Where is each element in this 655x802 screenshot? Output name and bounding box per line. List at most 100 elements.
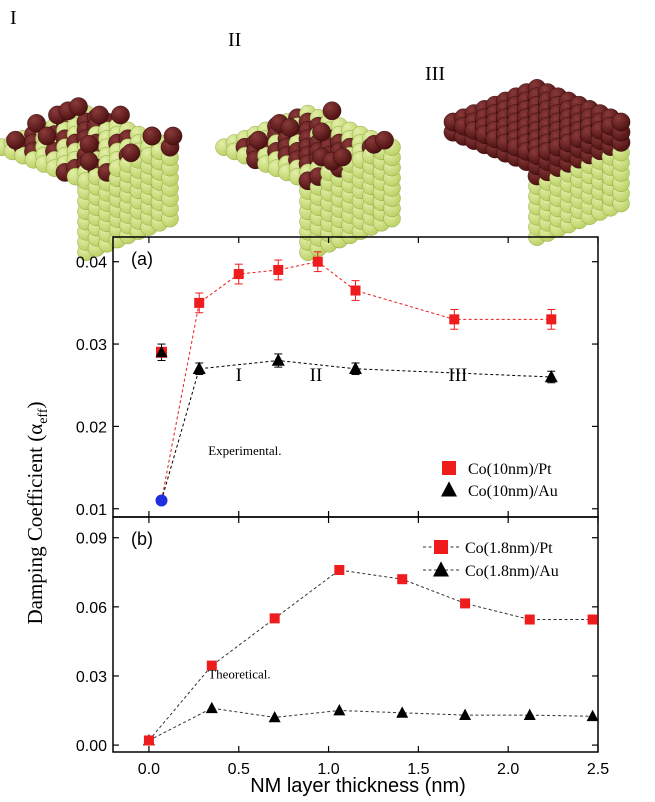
x-tick-label: 0.5 <box>228 761 250 778</box>
pt-marker <box>143 735 154 746</box>
panel-b-legend: Co(1.8nm)/Pt Co(1.8nm)/Au <box>423 540 559 580</box>
overlayer-atom <box>312 122 331 142</box>
panel-a-legend: Co(10nm)/Pt Co(10nm)/Au <box>441 461 558 500</box>
y-tick-label: 0.03 <box>76 669 107 686</box>
pt-marker <box>273 264 284 275</box>
au-marker <box>333 704 346 716</box>
overlayer-atom <box>79 135 99 154</box>
pt-marker <box>269 613 280 624</box>
pt-marker <box>460 598 471 609</box>
panel-a-annotation: Experimental. <box>208 443 281 458</box>
au-marker <box>586 709 599 722</box>
legend-label: Co(10nm)/Pt <box>468 461 552 478</box>
series-line <box>148 569 593 741</box>
au-marker-start <box>155 345 168 358</box>
cluster-illustration-i <box>0 97 183 261</box>
overlayer-atom <box>163 126 183 146</box>
pt-marker <box>233 269 244 280</box>
overlayer-atom <box>322 101 342 121</box>
region-label: II <box>310 365 323 386</box>
legend-label: Co(1.8nm)/Pt <box>465 540 553 557</box>
panel-b-frame <box>112 516 599 753</box>
overlayer-atom <box>375 130 394 150</box>
panel-a-region-labels: I II III <box>236 365 468 386</box>
pt-marker <box>334 564 345 575</box>
au-marker <box>349 361 362 375</box>
overlayer-atom <box>27 114 46 133</box>
reference-point <box>155 494 168 507</box>
panel-a-axis-ticks: 0.01 0.02 0.03 0.04 <box>76 237 599 519</box>
pt-marker <box>350 285 361 296</box>
panel-b-data-marks <box>142 564 599 746</box>
x-tick-label: 2.5 <box>587 761 609 778</box>
au-marker <box>459 708 472 720</box>
x-tick-label: 1.0 <box>317 761 339 778</box>
panel-a-experimental: 0.010.020.030.04 (a) Experimental. I II II… <box>76 236 599 519</box>
overlayer-atom <box>6 130 25 150</box>
overlayer-atom <box>142 126 162 146</box>
panel-b-theoretical: 0.00 0.03 0.06 0.09 0.0 0.5 1.0 1.5 2.0 2.5 (b) T… <box>76 516 609 778</box>
panel-b-annotation: Theoretical. <box>208 666 270 681</box>
cluster-label-ii: II <box>228 29 241 51</box>
overlayer-atom <box>121 143 141 163</box>
au-marker <box>523 708 536 720</box>
series-line <box>161 359 552 501</box>
cluster-label-i: I <box>10 7 17 29</box>
x-axis-label: NM layer thickness (nm) <box>250 775 466 797</box>
overlayer-atom <box>90 105 109 125</box>
y-axis-label: Damping Coefficient (αeff) <box>23 401 51 624</box>
panel-a-data-marks <box>155 251 558 507</box>
au-marker <box>396 706 409 718</box>
y-tick-label: 0.06 <box>76 600 107 617</box>
region-label: III <box>448 365 467 386</box>
overlayer-atom <box>333 147 352 167</box>
panel-b-label: (b) <box>131 529 153 549</box>
y-tick-label: 0.04 <box>76 255 107 272</box>
au-marker <box>544 369 558 383</box>
cluster-illustration-ii <box>215 101 401 261</box>
cluster-illustration-iii <box>443 79 631 246</box>
pt-marker <box>587 614 598 625</box>
legend-marker-au <box>433 561 449 577</box>
pt-marker <box>206 660 217 671</box>
region-label: I <box>236 365 242 386</box>
y-tick-label: 0.02 <box>76 419 107 436</box>
panel-a-label: (a) <box>131 249 153 269</box>
y-tick-label: 0.03 <box>76 337 107 354</box>
au-marker <box>192 361 206 375</box>
au-marker <box>268 710 281 723</box>
overlayer-atom <box>69 97 88 116</box>
overlayer-atom <box>37 126 57 146</box>
pt-marker <box>546 314 557 325</box>
y-tick-label: 0.09 <box>76 531 107 548</box>
x-tick-label: 2.0 <box>497 761 519 778</box>
y-tick-label: 0.00 <box>76 738 107 755</box>
y-axis-label-main: Damping Coefficient (α <box>23 424 47 625</box>
x-tick-label: 1.5 <box>407 761 429 778</box>
y-tick-label: 0.01 <box>76 502 107 519</box>
pt-marker <box>397 574 408 585</box>
pt-marker <box>449 314 460 325</box>
overlayer-atom <box>111 105 130 125</box>
pt-marker <box>524 614 535 625</box>
overlayer-atom <box>79 151 99 171</box>
overlayer-atom <box>249 130 268 150</box>
series-line <box>161 261 552 501</box>
overlayer-atom <box>280 118 300 137</box>
legend-marker-pt <box>442 461 456 475</box>
y-axis-label-close: ) <box>23 401 47 408</box>
au-marker <box>271 353 285 366</box>
atomic-cluster-illustrations: I II III <box>0 7 631 261</box>
panel-b-axis-ticks: 0.00 0.03 0.06 0.09 0.0 0.5 1.0 1.5 2.0 2.5 <box>76 517 609 778</box>
au-marker <box>205 701 218 714</box>
legend-label: Co(10nm)/Au <box>468 483 558 500</box>
x-tick-label: 0.0 <box>138 761 160 778</box>
overlayer-atom <box>611 112 631 132</box>
cluster-label-iii: III <box>425 63 445 85</box>
legend-label: Co(1.8nm)/Au <box>465 563 559 580</box>
pt-marker <box>194 297 205 308</box>
y-axis-label-subscript: eff <box>36 408 51 424</box>
pt-marker <box>312 256 323 267</box>
legend-marker-au <box>441 481 457 497</box>
